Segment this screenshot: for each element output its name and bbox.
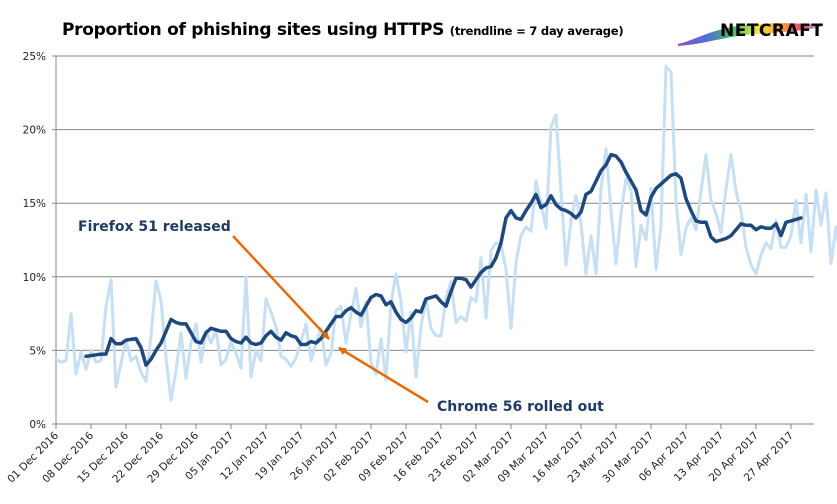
chart-subtitle: (trendline = 7 day average) [449,24,624,38]
chart-title-text: Proportion of phishing sites using HTTPS [62,20,445,40]
annotation-label-chrome: Chrome 56 rolled out [437,399,604,415]
y-tick-label: 25% [23,51,46,63]
chart-title: Proportion of phishing sites using HTTPS… [62,20,624,40]
series [54,64,837,402]
series-7-day-average [84,152,803,367]
y-tick-label: 20% [23,125,46,137]
series-daily [54,64,837,402]
y-tick-label: 5% [29,345,46,357]
y-tick-label: 15% [23,198,46,210]
annotation-arrow-firefox [232,235,330,340]
y-tick-label: 10% [23,272,46,284]
netcraft-logo: NETCRAFT [678,21,824,46]
logo-swoosh [678,23,824,46]
annotation-arrow-chrome [338,346,429,404]
annotations: Firefox 51 released Chrome 56 rolled out [78,219,604,415]
annotation-label-firefox: Firefox 51 released [78,219,231,235]
y-tick-label: 0% [29,419,46,431]
logo-text: NETCRAFT [720,21,823,41]
